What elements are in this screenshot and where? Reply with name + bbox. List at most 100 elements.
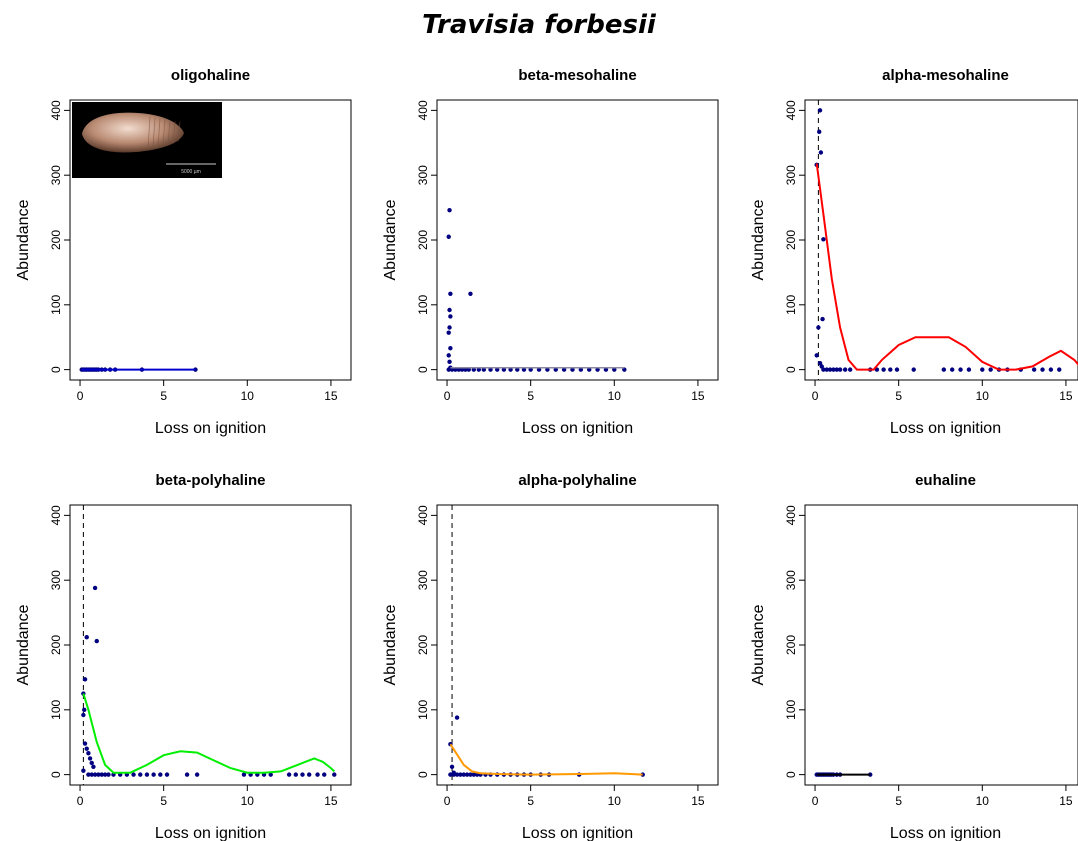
y-tick-label: 200: [416, 230, 430, 250]
data-point: [322, 772, 327, 777]
plot-data: [814, 100, 1078, 380]
data-point: [89, 760, 94, 766]
figure-title: Travisia forbesii: [422, 10, 656, 40]
data-point: [89, 772, 94, 777]
data-point: [528, 367, 533, 372]
y-tick-label: 0: [784, 771, 798, 778]
y-tick-label: 300: [416, 570, 430, 590]
y-tick-label: 400: [416, 100, 430, 120]
worm-segment: [172, 120, 176, 144]
x-tick-label: 5: [895, 389, 902, 403]
data-point: [82, 677, 88, 682]
y-tick-label: 100: [784, 294, 798, 314]
data-point: [640, 772, 645, 777]
x-tick-label: 15: [691, 794, 705, 808]
y-tick-label: 200: [49, 230, 63, 250]
x-tick-label: 15: [691, 389, 705, 403]
chart-panel-beta-mesohaline: beta-mesohaline 0 5 10 15 0 100 200 300 400 Loss o…: [382, 67, 719, 437]
data-point: [447, 359, 452, 365]
x-axis-label: Loss on ignition: [155, 825, 266, 841]
fitted-curve: [449, 743, 643, 776]
data-point: [193, 367, 198, 372]
data-point: [820, 316, 825, 322]
y-tick-label: 100: [784, 699, 798, 719]
data-point: [332, 772, 337, 777]
worm-segment: [147, 116, 151, 150]
y-tick-label: 400: [49, 100, 63, 120]
data-point: [622, 367, 627, 372]
x-tick-label: 15: [1059, 794, 1073, 808]
data-point: [454, 772, 460, 777]
data-point: [456, 367, 461, 372]
data-point: [515, 367, 520, 372]
data-point: [446, 330, 451, 335]
y-tick-label: 0: [49, 771, 63, 778]
y-axis-label: Abundance: [15, 199, 32, 280]
data-point: [446, 367, 451, 372]
x-tick-label: 5: [160, 794, 167, 808]
data-point: [87, 756, 93, 761]
data-point: [488, 367, 493, 372]
data-point: [463, 367, 468, 372]
data-point: [868, 772, 873, 777]
data-point: [595, 367, 600, 372]
data-point: [1057, 367, 1062, 372]
data-point: [82, 741, 88, 746]
panel-title: alpha-polyhaline: [518, 472, 636, 489]
data-point: [84, 635, 89, 640]
chart-panel-oligohaline: oligohaline 0 5 10 15 0 100 200 300 400 Loss on ig…: [15, 67, 352, 437]
data-point: [448, 314, 453, 319]
data-point: [817, 360, 823, 366]
y-tick-label: 0: [784, 366, 798, 373]
data-point: [980, 367, 985, 372]
x-tick-label: 10: [976, 389, 990, 403]
plot-frame: [436, 99, 719, 381]
data-point: [92, 585, 98, 591]
data-point: [241, 772, 247, 777]
data-point: [194, 772, 200, 777]
x-tick-label: 5: [160, 389, 167, 403]
data-point: [471, 772, 476, 777]
y-tick-label: 300: [416, 165, 430, 185]
data-point: [471, 367, 476, 372]
data-point: [821, 237, 826, 242]
data-point: [501, 367, 507, 372]
x-tick-label: 0: [812, 794, 819, 808]
panel-title: euhaline: [915, 472, 976, 489]
data-point: [453, 367, 458, 372]
panel-title: beta-mesohaline: [518, 67, 636, 84]
data-point: [545, 367, 550, 372]
data-point: [814, 353, 819, 358]
chart-panel-euhaline: euhaline 0 5 10 15 0 100 200 300 400 Loss on ignit…: [750, 472, 1078, 841]
y-tick-label: 200: [49, 635, 63, 655]
data-point: [451, 772, 456, 777]
fitted-curve: [815, 163, 1078, 371]
worm-segment: [157, 118, 161, 147]
data-point: [966, 367, 972, 372]
data-point: [831, 367, 836, 372]
y-tick-label: 400: [49, 505, 63, 525]
x-tick-label: 10: [241, 794, 255, 808]
data-point: [86, 772, 91, 777]
data-point: [508, 367, 513, 372]
data-point: [824, 367, 829, 372]
y-tick-label: 400: [416, 505, 430, 525]
data-point: [818, 150, 824, 155]
x-axis-label: Loss on ignition: [890, 825, 1001, 841]
data-point: [911, 367, 916, 372]
data-point: [881, 367, 886, 372]
data-point: [84, 746, 89, 751]
x-tick-label: 5: [527, 389, 534, 403]
y-axis-label: Abundance: [750, 199, 767, 280]
x-axis-label: Loss on ignition: [890, 420, 1001, 437]
data-point: [949, 367, 955, 372]
data-point: [578, 367, 584, 372]
data-point: [837, 367, 843, 372]
data-point: [888, 367, 893, 372]
data-point: [819, 364, 824, 369]
data-point: [587, 367, 592, 372]
data-point: [816, 325, 821, 330]
data-point: [561, 367, 567, 372]
x-tick-label: 5: [895, 794, 902, 808]
data-point: [894, 367, 900, 372]
